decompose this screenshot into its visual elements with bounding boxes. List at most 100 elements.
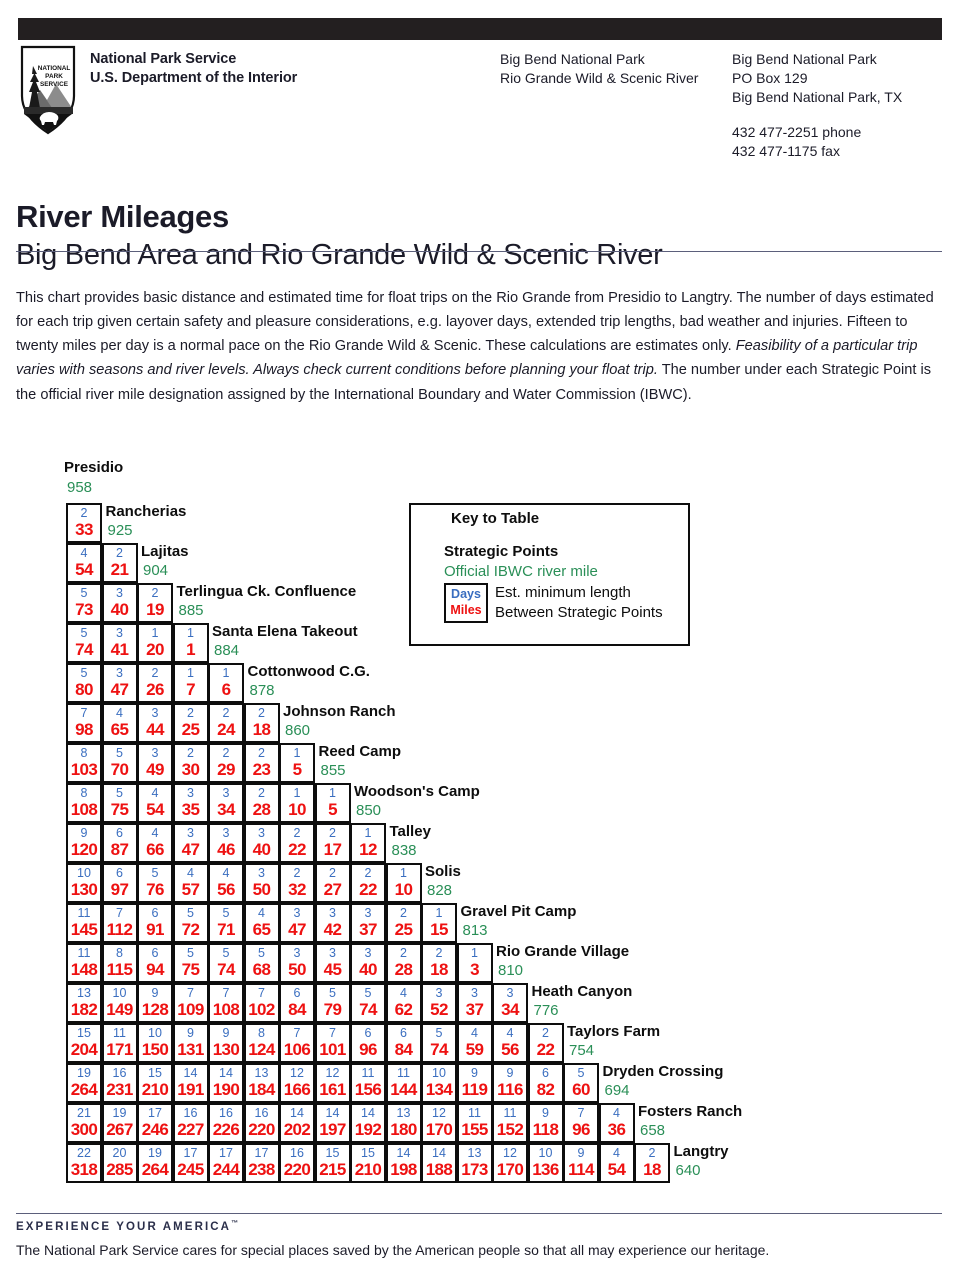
- mileage-cell[interactable]: 22 318: [66, 1143, 102, 1183]
- mileage-cell[interactable]: 14 190: [208, 1063, 244, 1103]
- mileage-cell[interactable]: 11 145: [66, 903, 102, 943]
- mileage-cell[interactable]: 11 156: [350, 1063, 386, 1103]
- mileage-cell[interactable]: 4 56: [492, 1023, 528, 1063]
- mileage-cell[interactable]: 2 18: [634, 1143, 670, 1183]
- mileage-cell[interactable]: 3 37: [350, 903, 386, 943]
- mileage-cell[interactable]: 19 267: [101, 1103, 138, 1143]
- mileage-cell[interactable]: 5 74: [350, 983, 386, 1023]
- mileage-cell[interactable]: 8 124: [243, 1023, 280, 1063]
- mileage-cell[interactable]: 4 66: [137, 823, 173, 863]
- mileage-cell[interactable]: 4 65: [101, 703, 138, 743]
- mileage-cell[interactable]: 4 62: [385, 983, 422, 1023]
- mileage-cell[interactable]: 3 35: [172, 783, 209, 823]
- mileage-cell[interactable]: 2 28: [243, 783, 280, 823]
- mileage-cell[interactable]: 3 49: [137, 743, 173, 783]
- mileage-cell[interactable]: 3 40: [350, 943, 386, 983]
- mileage-cell[interactable]: 5 79: [314, 983, 351, 1023]
- mileage-cell[interactable]: 5 70: [101, 743, 138, 783]
- mileage-cell[interactable]: 6 94: [137, 943, 173, 983]
- mileage-cell[interactable]: 16 220: [243, 1103, 280, 1143]
- mileage-cell[interactable]: 12 170: [492, 1143, 528, 1183]
- mileage-cell[interactable]: 5 73: [66, 583, 102, 623]
- mileage-cell[interactable]: 13 180: [385, 1103, 422, 1143]
- mileage-cell[interactable]: 2 18: [243, 703, 280, 743]
- mileage-cell[interactable]: 16 220: [279, 1143, 315, 1183]
- mileage-cell[interactable]: 5 75: [172, 943, 209, 983]
- mileage-cell[interactable]: 3 41: [101, 623, 138, 663]
- mileage-cell[interactable]: 7 108: [208, 983, 244, 1023]
- mileage-cell[interactable]: 3 40: [101, 583, 138, 623]
- mileage-cell[interactable]: 17 246: [137, 1103, 173, 1143]
- mileage-cell[interactable]: 15 210: [350, 1143, 386, 1183]
- mileage-cell[interactable]: 3 40: [243, 823, 280, 863]
- mileage-cell[interactable]: 8 108: [66, 783, 102, 823]
- mileage-cell[interactable]: 3 37: [456, 983, 493, 1023]
- mileage-cell[interactable]: 6 84: [385, 1023, 422, 1063]
- mileage-cell[interactable]: 1 20: [137, 623, 173, 663]
- mileage-cell[interactable]: 17 244: [208, 1143, 244, 1183]
- mileage-cell[interactable]: 3 47: [172, 823, 209, 863]
- mileage-cell[interactable]: 7 96: [563, 1103, 599, 1143]
- mileage-cell[interactable]: 7 98: [66, 703, 102, 743]
- mileage-cell[interactable]: 14 197: [314, 1103, 351, 1143]
- mileage-cell[interactable]: 2 22: [527, 1023, 564, 1063]
- mileage-cell[interactable]: 15 204: [66, 1023, 102, 1063]
- mileage-cell[interactable]: 6 82: [527, 1063, 564, 1103]
- mileage-cell[interactable]: 2 29: [208, 743, 244, 783]
- mileage-cell[interactable]: 4 54: [598, 1143, 635, 1183]
- mileage-cell[interactable]: 3 52: [421, 983, 457, 1023]
- mileage-cell[interactable]: 10 149: [101, 983, 138, 1023]
- mileage-cell[interactable]: 15 215: [314, 1143, 351, 1183]
- mileage-cell[interactable]: 3 50: [279, 943, 315, 983]
- mileage-cell[interactable]: 3 47: [279, 903, 315, 943]
- mileage-cell[interactable]: 2 22: [279, 823, 315, 863]
- mileage-cell[interactable]: 13 184: [243, 1063, 280, 1103]
- mileage-cell[interactable]: 5 74: [66, 623, 102, 663]
- mileage-cell[interactable]: 12 166: [279, 1063, 315, 1103]
- mileage-cell[interactable]: 19 264: [137, 1143, 173, 1183]
- mileage-cell[interactable]: 4 54: [66, 543, 102, 583]
- mileage-cell[interactable]: 13 173: [456, 1143, 493, 1183]
- mileage-cell[interactable]: 1 10: [279, 783, 315, 823]
- mileage-cell[interactable]: 2 28: [385, 943, 422, 983]
- mileage-cell[interactable]: 5 72: [172, 903, 209, 943]
- mileage-cell[interactable]: 2 25: [172, 703, 209, 743]
- mileage-cell[interactable]: 14 192: [350, 1103, 386, 1143]
- mileage-cell[interactable]: 5 68: [243, 943, 280, 983]
- mileage-cell[interactable]: 9 120: [66, 823, 102, 863]
- mileage-cell[interactable]: 13 182: [66, 983, 102, 1023]
- mileage-cell[interactable]: 3 34: [208, 783, 244, 823]
- mileage-cell[interactable]: 3 47: [101, 663, 138, 703]
- mileage-cell[interactable]: 4 59: [456, 1023, 493, 1063]
- mileage-cell[interactable]: 16 227: [172, 1103, 209, 1143]
- mileage-cell[interactable]: 14 191: [172, 1063, 209, 1103]
- mileage-cell[interactable]: 2 32: [279, 863, 315, 903]
- mileage-cell[interactable]: 6 97: [101, 863, 138, 903]
- mileage-cell[interactable]: 5 75: [101, 783, 138, 823]
- mileage-cell[interactable]: 2 30: [172, 743, 209, 783]
- mileage-cell[interactable]: 2 23: [243, 743, 280, 783]
- mileage-cell[interactable]: 9 116: [492, 1063, 528, 1103]
- mileage-cell[interactable]: 10 150: [137, 1023, 173, 1063]
- mileage-cell[interactable]: 8 103: [66, 743, 102, 783]
- mileage-cell[interactable]: 7 112: [101, 903, 138, 943]
- mileage-cell[interactable]: 10 130: [66, 863, 102, 903]
- mileage-cell[interactable]: 16 231: [101, 1063, 138, 1103]
- mileage-cell[interactable]: 14 198: [385, 1143, 422, 1183]
- mileage-cell[interactable]: 9 118: [527, 1103, 564, 1143]
- mileage-cell[interactable]: 5 71: [208, 903, 244, 943]
- mileage-cell[interactable]: 16 226: [208, 1103, 244, 1143]
- mileage-cell[interactable]: 12 161: [314, 1063, 351, 1103]
- mileage-cell[interactable]: 3 50: [243, 863, 280, 903]
- mileage-cell[interactable]: 5 74: [208, 943, 244, 983]
- mileage-cell[interactable]: 2 27: [314, 863, 351, 903]
- mileage-cell[interactable]: 4 54: [137, 783, 173, 823]
- mileage-cell[interactable]: 10 136: [527, 1143, 564, 1183]
- mileage-cell[interactable]: 3 34: [492, 983, 528, 1023]
- mileage-cell[interactable]: 4 36: [598, 1103, 635, 1143]
- mileage-cell[interactable]: 21 300: [66, 1103, 102, 1143]
